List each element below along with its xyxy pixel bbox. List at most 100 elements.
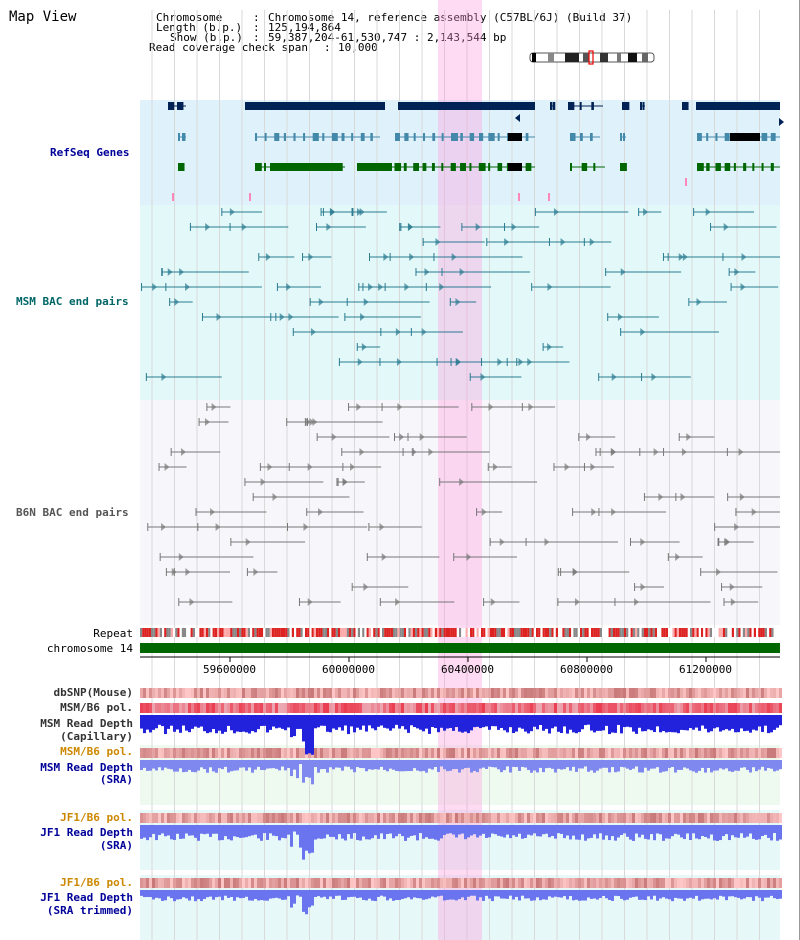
polymorphism-cell: [446, 748, 449, 758]
polymorphism-cell: [419, 748, 422, 758]
repeat-segment: [498, 628, 501, 637]
polymorphism-cell: [173, 813, 176, 823]
read-depth-bar: [686, 760, 689, 769]
polymorphism-cell: [206, 813, 209, 823]
polymorphism-cell: [689, 878, 692, 888]
polymorphism-cell: [644, 688, 647, 698]
polymorphism-cell: [749, 688, 752, 698]
read-depth-bar: [680, 760, 683, 770]
repeat-segment: [775, 628, 778, 637]
track-label-jf1-depth-sra[interactable]: JF1 Read Depth: [40, 826, 133, 839]
polymorphism-cell: [554, 703, 557, 713]
track-label-msm-depth-cap[interactable]: MSM Read Depth: [40, 717, 133, 730]
read-depth-bar: [371, 715, 374, 729]
repeat-segment: [441, 628, 444, 637]
polymorphism-cell: [245, 688, 248, 698]
read-depth-bar: [623, 890, 626, 901]
read-depth-bar: [575, 715, 578, 734]
repeat-segment: [181, 628, 184, 637]
read-depth-bar: [431, 890, 434, 897]
read-depth-bar: [269, 715, 272, 730]
bac-pair-arrow: [174, 298, 180, 306]
polymorphism-cell: [386, 688, 389, 698]
read-depth-bar: [557, 890, 560, 898]
polymorphism-cell: [698, 703, 701, 713]
read-depth-bar: [269, 825, 272, 834]
repeat-segment: [624, 628, 627, 637]
polymorphism-cell: [776, 748, 779, 758]
polymorphism-cell: [638, 688, 641, 698]
track-label-repeat[interactable]: Repeat: [93, 627, 133, 640]
read-depth-bar: [734, 715, 737, 733]
track-label-msm-b6-pol-2[interactable]: MSM/B6 pol.: [60, 745, 133, 758]
polymorphism-cell: [359, 748, 362, 758]
track-label-jf1-b6-pol-2[interactable]: JF1/B6 pol.: [60, 876, 133, 889]
read-depth-bar: [473, 760, 476, 771]
read-depth-bar: [455, 760, 458, 769]
repeat-segment: [560, 628, 563, 637]
track-label-msm-depth-sra[interactable]: MSM Read Depth: [40, 761, 133, 774]
polymorphism-cell: [770, 813, 773, 823]
polymorphism-cell: [173, 688, 176, 698]
polymorphism-cell: [683, 813, 686, 823]
polymorphism-cell: [314, 703, 317, 713]
read-depth-bar: [734, 760, 737, 771]
read-depth-bar: [158, 890, 161, 899]
polymorphism-cell: [599, 703, 602, 713]
polymorphism-cell: [269, 813, 272, 823]
read-depth-bar: [698, 890, 701, 901]
polymorphism-cell: [758, 703, 761, 713]
read-depth-bar: [746, 890, 749, 898]
read-depth-bar: [224, 890, 227, 896]
polymorphism-cell: [704, 703, 707, 713]
repeat-segment: [597, 628, 600, 637]
polymorphism-cell: [302, 878, 305, 888]
read-depth-bar: [701, 715, 704, 726]
track-label-refseq[interactable]: RefSeq Genes: [50, 146, 130, 159]
polymorphism-cell: [611, 748, 614, 758]
track-label-jf1-depth-trim[interactable]: JF1 Read Depth: [40, 891, 133, 904]
repeat-segment: [747, 628, 750, 637]
polymorphism-cell: [407, 748, 410, 758]
repeat-segment: [357, 628, 360, 637]
bac-pair-arrow: [399, 433, 405, 441]
read-depth-bar: [638, 825, 641, 838]
polymorphism-cell: [728, 703, 731, 713]
repeat-segment: [621, 628, 624, 637]
polymorphism-cell: [776, 813, 779, 823]
polymorphism-cell: [365, 878, 368, 888]
polymorphism-cell: [311, 878, 314, 888]
track-label-jf1-b6-pol-1[interactable]: JF1/B6 pol.: [60, 811, 133, 824]
polymorphism-cell: [227, 703, 230, 713]
track-label-msm-bac[interactable]: MSM BAC end pairs: [16, 295, 129, 308]
polymorphism-cell: [461, 703, 464, 713]
polymorphism-cell: [269, 703, 272, 713]
track-label-dbsnp[interactable]: dbSNP(Mouse): [53, 686, 133, 699]
bac-pair-arrow: [350, 463, 356, 471]
read-depth-bar: [641, 760, 644, 773]
polymorphism-cell: [662, 813, 665, 823]
polymorphism-cell: [614, 748, 617, 758]
polymorphism-cell: [365, 703, 368, 713]
repeat-segment: [340, 628, 343, 637]
polymorphism-cell: [278, 878, 281, 888]
polymorphism-cell: [512, 748, 515, 758]
polymorphism-cell: [521, 748, 524, 758]
polymorphism-cell: [467, 813, 470, 823]
read-depth-bar: [770, 715, 773, 733]
polymorphism-cell: [290, 878, 293, 888]
polymorphism-cell: [587, 878, 590, 888]
polymorphism-cell: [515, 748, 518, 758]
track-label-b6n-bac[interactable]: B6N BAC end pairs: [16, 506, 129, 519]
gene-exon: [625, 102, 630, 110]
repeat-segment: [687, 628, 690, 637]
polymorphism-cell: [428, 878, 431, 888]
polymorphism-cell: [662, 703, 665, 713]
read-depth-bar: [209, 715, 212, 733]
repeat-segment: [751, 628, 754, 637]
track-label-msm-b6-pol-1[interactable]: MSM/B6 pol.: [60, 701, 133, 714]
read-depth-bar: [665, 890, 668, 899]
read-depth-bar: [512, 890, 515, 900]
polymorphism-cell: [389, 703, 392, 713]
